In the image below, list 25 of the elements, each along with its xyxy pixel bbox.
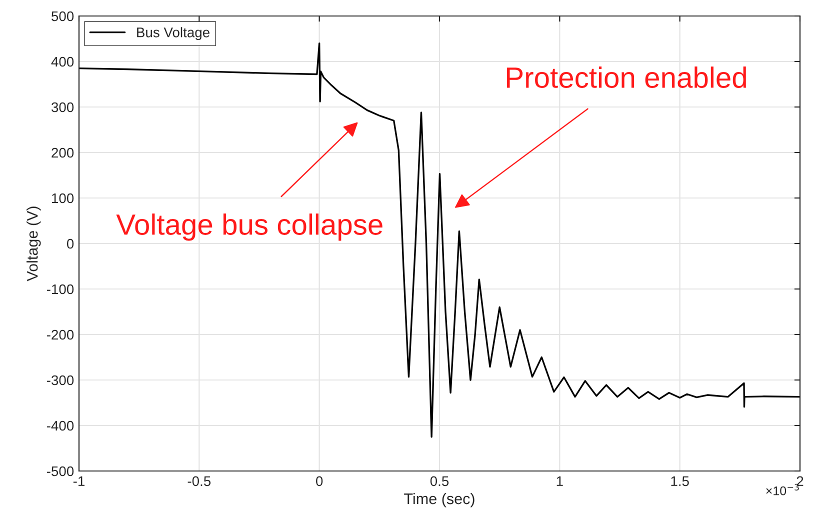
annotation: Protection enabled xyxy=(507,66,746,88)
x-tick-label: 0.5 xyxy=(430,476,449,486)
y-tick-label: 400 xyxy=(51,56,74,67)
x-axis-title: Time (sec) xyxy=(404,492,474,508)
line-series xyxy=(79,42,800,438)
y-axis-title: Voltage (V) xyxy=(26,206,41,282)
y-tick-label: 200 xyxy=(52,148,74,158)
annotation: Voltage bus collapse xyxy=(116,214,382,241)
x-tick-label: 2 xyxy=(796,476,804,486)
y-tick-label: -300 xyxy=(46,375,74,386)
y-tick-label: -200 xyxy=(46,330,74,340)
y-tick-label: -500 xyxy=(46,466,74,476)
y-tick-label: 300 xyxy=(52,102,74,112)
y-tick-label: 0 xyxy=(66,238,74,249)
y-tick-label: 100 xyxy=(52,193,74,204)
text: ×10$^{−3}$ xyxy=(766,484,799,496)
x-tick-label: 0 xyxy=(316,476,323,486)
x-tick-label: 1 xyxy=(556,476,563,486)
legend-label: Bus Voltage xyxy=(137,27,210,40)
y-tick-label: -100 xyxy=(46,284,74,294)
y-tick-label: -400 xyxy=(46,420,74,431)
x-tick-label: 1.5 xyxy=(671,476,689,486)
y-tick-label: 500 xyxy=(52,11,74,22)
x-tick-label: -0.5 xyxy=(188,476,211,486)
x-tick-label: -1 xyxy=(73,476,84,486)
